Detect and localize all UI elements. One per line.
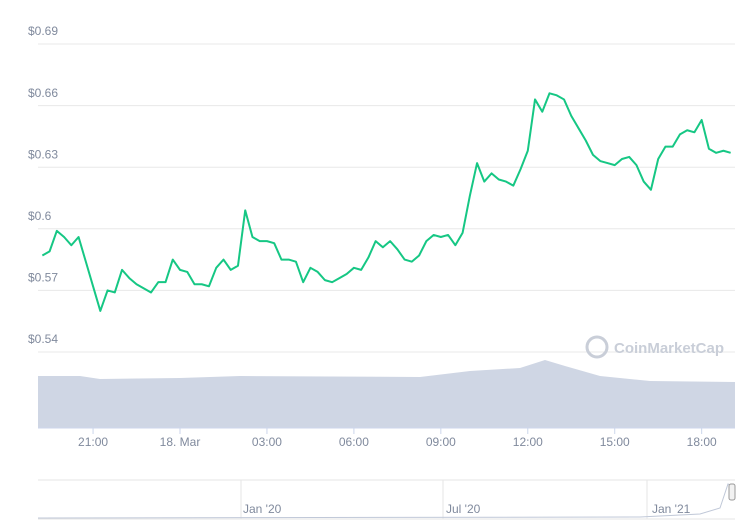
volume-area [38,360,735,428]
y-tick-label: $0.63 [28,147,58,161]
y-tick-label: $0.69 [28,24,58,38]
price-line [41,92,731,312]
navigator-handle[interactable] [728,483,736,501]
navigator-label: Jan '20 [243,502,282,516]
x-tick-label: 12:00 [513,435,543,449]
y-tick-label: $0.57 [28,271,58,285]
x-tick-label: 18. Mar [160,435,201,449]
x-tick-label: 03:00 [252,435,282,449]
x-tick-label: 21:00 [78,435,108,449]
navigator-label: Jan '21 [652,502,691,516]
watermark: CoinMarketCap [585,335,724,359]
x-tick-label: 18:00 [687,435,717,449]
watermark-logo [585,335,609,359]
x-tick-label: 09:00 [426,435,456,449]
watermark-text: CoinMarketCap [614,340,724,357]
navigator-line [37,483,733,519]
y-tick-label: $0.66 [28,86,58,100]
x-tick-label: 06:00 [339,435,369,449]
navigator-label: Jul '20 [446,502,481,516]
y-tick-label: $0.54 [28,332,58,346]
x-tick-label: 15:00 [600,435,630,449]
navigator: Jan '20 Jul '20 Jan '21 [37,479,736,520]
y-tick-label: $0.6 [28,209,52,223]
